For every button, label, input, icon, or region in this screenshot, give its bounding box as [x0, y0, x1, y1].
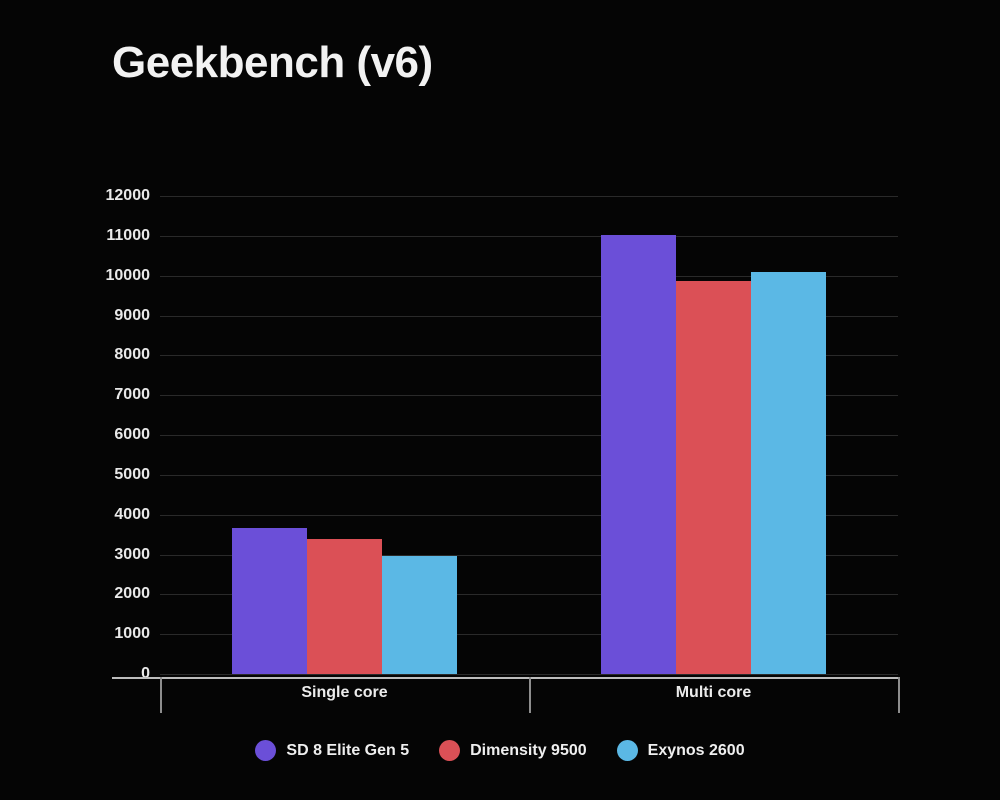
- plot-area: [160, 196, 898, 675]
- y-axis-tick-label: 1000: [114, 625, 150, 643]
- legend-color-swatch: [439, 740, 461, 761]
- bar[interactable]: [307, 538, 382, 674]
- y-axis-tick-label: 2000: [114, 585, 150, 603]
- legend-label: Exynos 2600: [647, 741, 745, 759]
- y-axis-tick-label: 3000: [114, 545, 150, 563]
- y-axis-tick-label: 4000: [114, 505, 150, 523]
- bar-group: [160, 196, 529, 674]
- gridline: [160, 315, 898, 317]
- gridline: [160, 275, 898, 277]
- legend-item[interactable]: SD 8 Elite Gen 5: [255, 740, 409, 761]
- x-axis-tick: [898, 677, 900, 713]
- gridline: [160, 235, 898, 237]
- x-axis-tick: [529, 677, 531, 713]
- x-axis-tick: [160, 677, 162, 713]
- gridline: [160, 395, 898, 397]
- chart-title: Geekbench (v6): [112, 38, 433, 87]
- y-axis-tick-label: 11000: [106, 226, 150, 244]
- x-axis-line: [112, 677, 898, 679]
- legend-item[interactable]: Dimensity 9500: [439, 740, 587, 761]
- gridline: [160, 554, 898, 556]
- y-axis-tick-label: 7000: [114, 386, 150, 404]
- y-axis-tick-label: 0: [141, 665, 150, 682]
- y-axis-tick-labels: 12000 11000 10000 9000 8000 7000 6000 5000 4000 3…: [106, 187, 151, 682]
- bar[interactable]: [676, 280, 751, 674]
- chart-legend: SD 8 Elite Gen 5 Dimensity 9500 Exynos 260…: [0, 740, 1000, 761]
- y-axis-tick-label: 5000: [114, 465, 150, 483]
- bar[interactable]: [232, 527, 307, 674]
- gridline: [160, 594, 898, 596]
- bar[interactable]: [382, 556, 457, 674]
- x-axis-category-label: Single core: [301, 684, 388, 701]
- bar-group: [529, 196, 898, 674]
- y-axis-tick-label: 10000: [105, 266, 151, 284]
- gridline: [160, 674, 898, 675]
- legend-color-swatch: [255, 740, 277, 761]
- bar[interactable]: [601, 235, 676, 674]
- y-axis-tick-label: 6000: [114, 426, 150, 443]
- legend-label: Dimensity 9500: [470, 741, 587, 759]
- y-axis-tick-label: 9000: [114, 306, 150, 324]
- legend-item[interactable]: Exynos 2600: [616, 740, 745, 761]
- legend-label: SD 8 Elite Gen 5: [286, 741, 410, 759]
- legend-color-swatch: [616, 740, 638, 761]
- gridline: [160, 196, 898, 197]
- gridline: [160, 514, 898, 516]
- y-axis-tick-label: 12000: [105, 187, 151, 204]
- gridline: [160, 355, 898, 357]
- bar[interactable]: [751, 272, 826, 674]
- gridline: [160, 474, 898, 476]
- x-axis-category-label: Multi core: [675, 684, 752, 701]
- gridline: [160, 634, 898, 636]
- y-axis-tick-label: 8000: [114, 346, 150, 364]
- gridline: [160, 435, 898, 436]
